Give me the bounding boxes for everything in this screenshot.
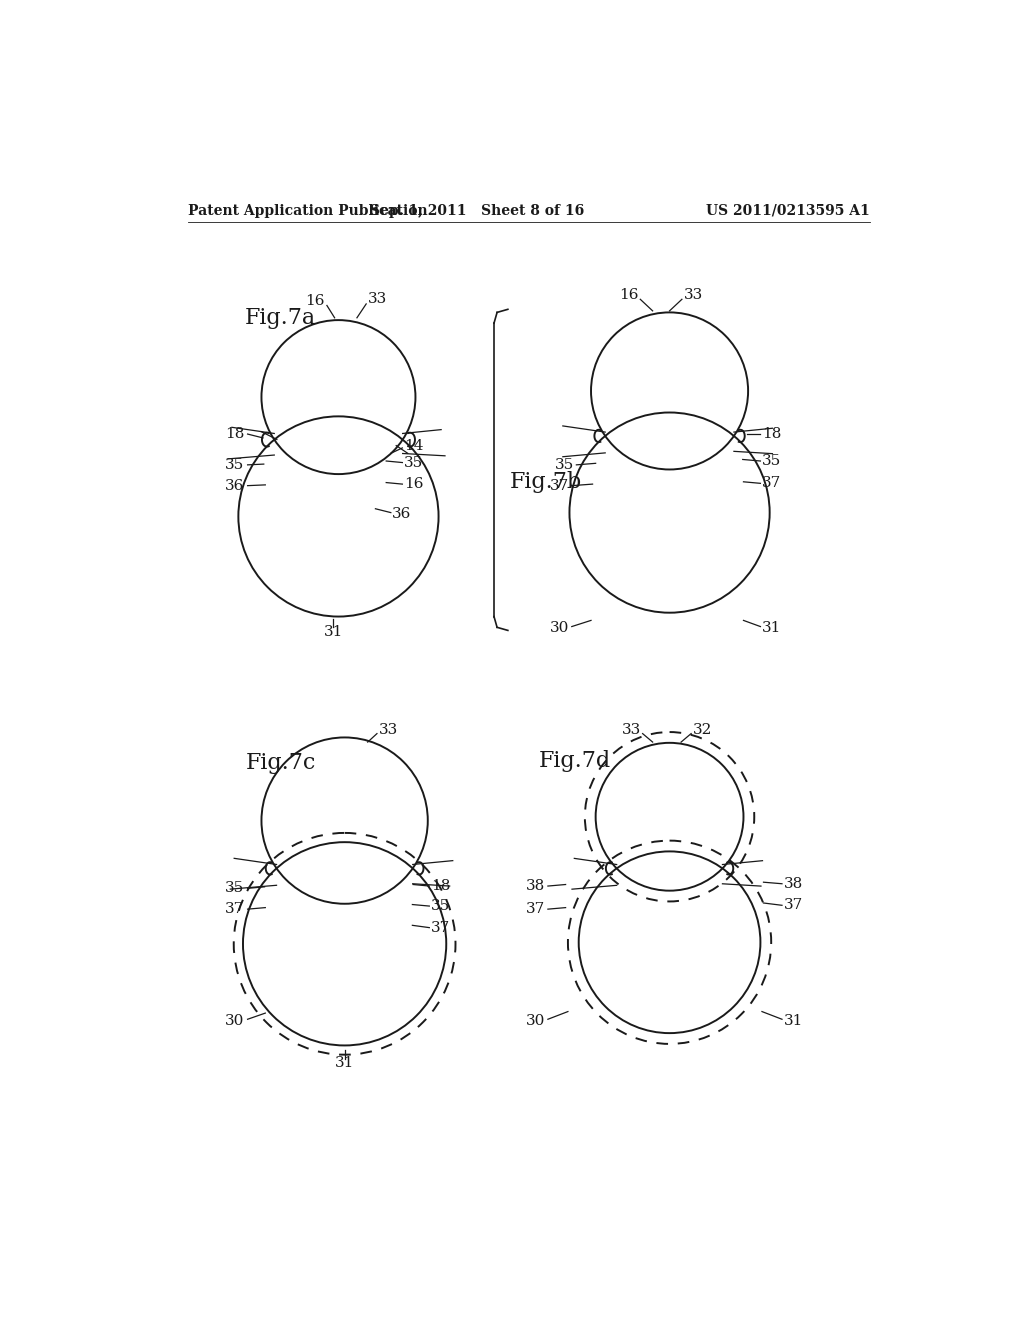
Text: 33: 33 (622, 723, 641, 737)
Text: 16: 16 (305, 294, 325, 308)
Text: 31: 31 (324, 624, 343, 639)
Text: 18: 18 (762, 428, 781, 441)
Text: 37: 37 (225, 902, 245, 916)
Text: Fig.7b: Fig.7b (509, 471, 582, 492)
Text: 33: 33 (368, 292, 387, 306)
Text: 37: 37 (783, 899, 803, 912)
Text: 36: 36 (392, 507, 412, 521)
Text: 38: 38 (783, 876, 803, 891)
Text: US 2011/0213595 A1: US 2011/0213595 A1 (706, 203, 869, 218)
Text: 30: 30 (550, 622, 569, 635)
Text: 35: 35 (225, 882, 245, 895)
Text: 35: 35 (762, 454, 781, 469)
Text: 16: 16 (403, 477, 423, 491)
Text: Fig.7d: Fig.7d (539, 750, 611, 771)
Text: 35: 35 (403, 455, 423, 470)
Text: 37: 37 (525, 902, 545, 916)
Text: 31: 31 (762, 622, 781, 635)
Text: 35: 35 (431, 899, 451, 913)
Text: 30: 30 (225, 1014, 245, 1028)
Text: Patent Application Publication: Patent Application Publication (188, 203, 428, 218)
Text: 18: 18 (225, 428, 245, 441)
Text: Sep. 1, 2011   Sheet 8 of 16: Sep. 1, 2011 Sheet 8 of 16 (370, 203, 584, 218)
Text: Fig.7a: Fig.7a (245, 306, 315, 329)
Text: 31: 31 (335, 1056, 354, 1071)
Text: 37: 37 (431, 921, 451, 936)
Text: Fig.7c: Fig.7c (246, 752, 316, 774)
Text: 16: 16 (620, 289, 639, 302)
Text: 37: 37 (550, 479, 569, 492)
Text: 36: 36 (225, 479, 245, 492)
Text: 33: 33 (379, 723, 397, 737)
Text: 35: 35 (555, 458, 574, 471)
Text: 31: 31 (783, 1014, 803, 1028)
Text: 30: 30 (525, 1014, 545, 1028)
Text: 33: 33 (683, 289, 702, 302)
Text: 35: 35 (225, 458, 245, 471)
Text: 37: 37 (762, 477, 781, 490)
Text: 18: 18 (431, 879, 451, 894)
Text: 38: 38 (525, 879, 545, 894)
Text: 14: 14 (403, 440, 423, 453)
Text: 32: 32 (692, 723, 712, 737)
